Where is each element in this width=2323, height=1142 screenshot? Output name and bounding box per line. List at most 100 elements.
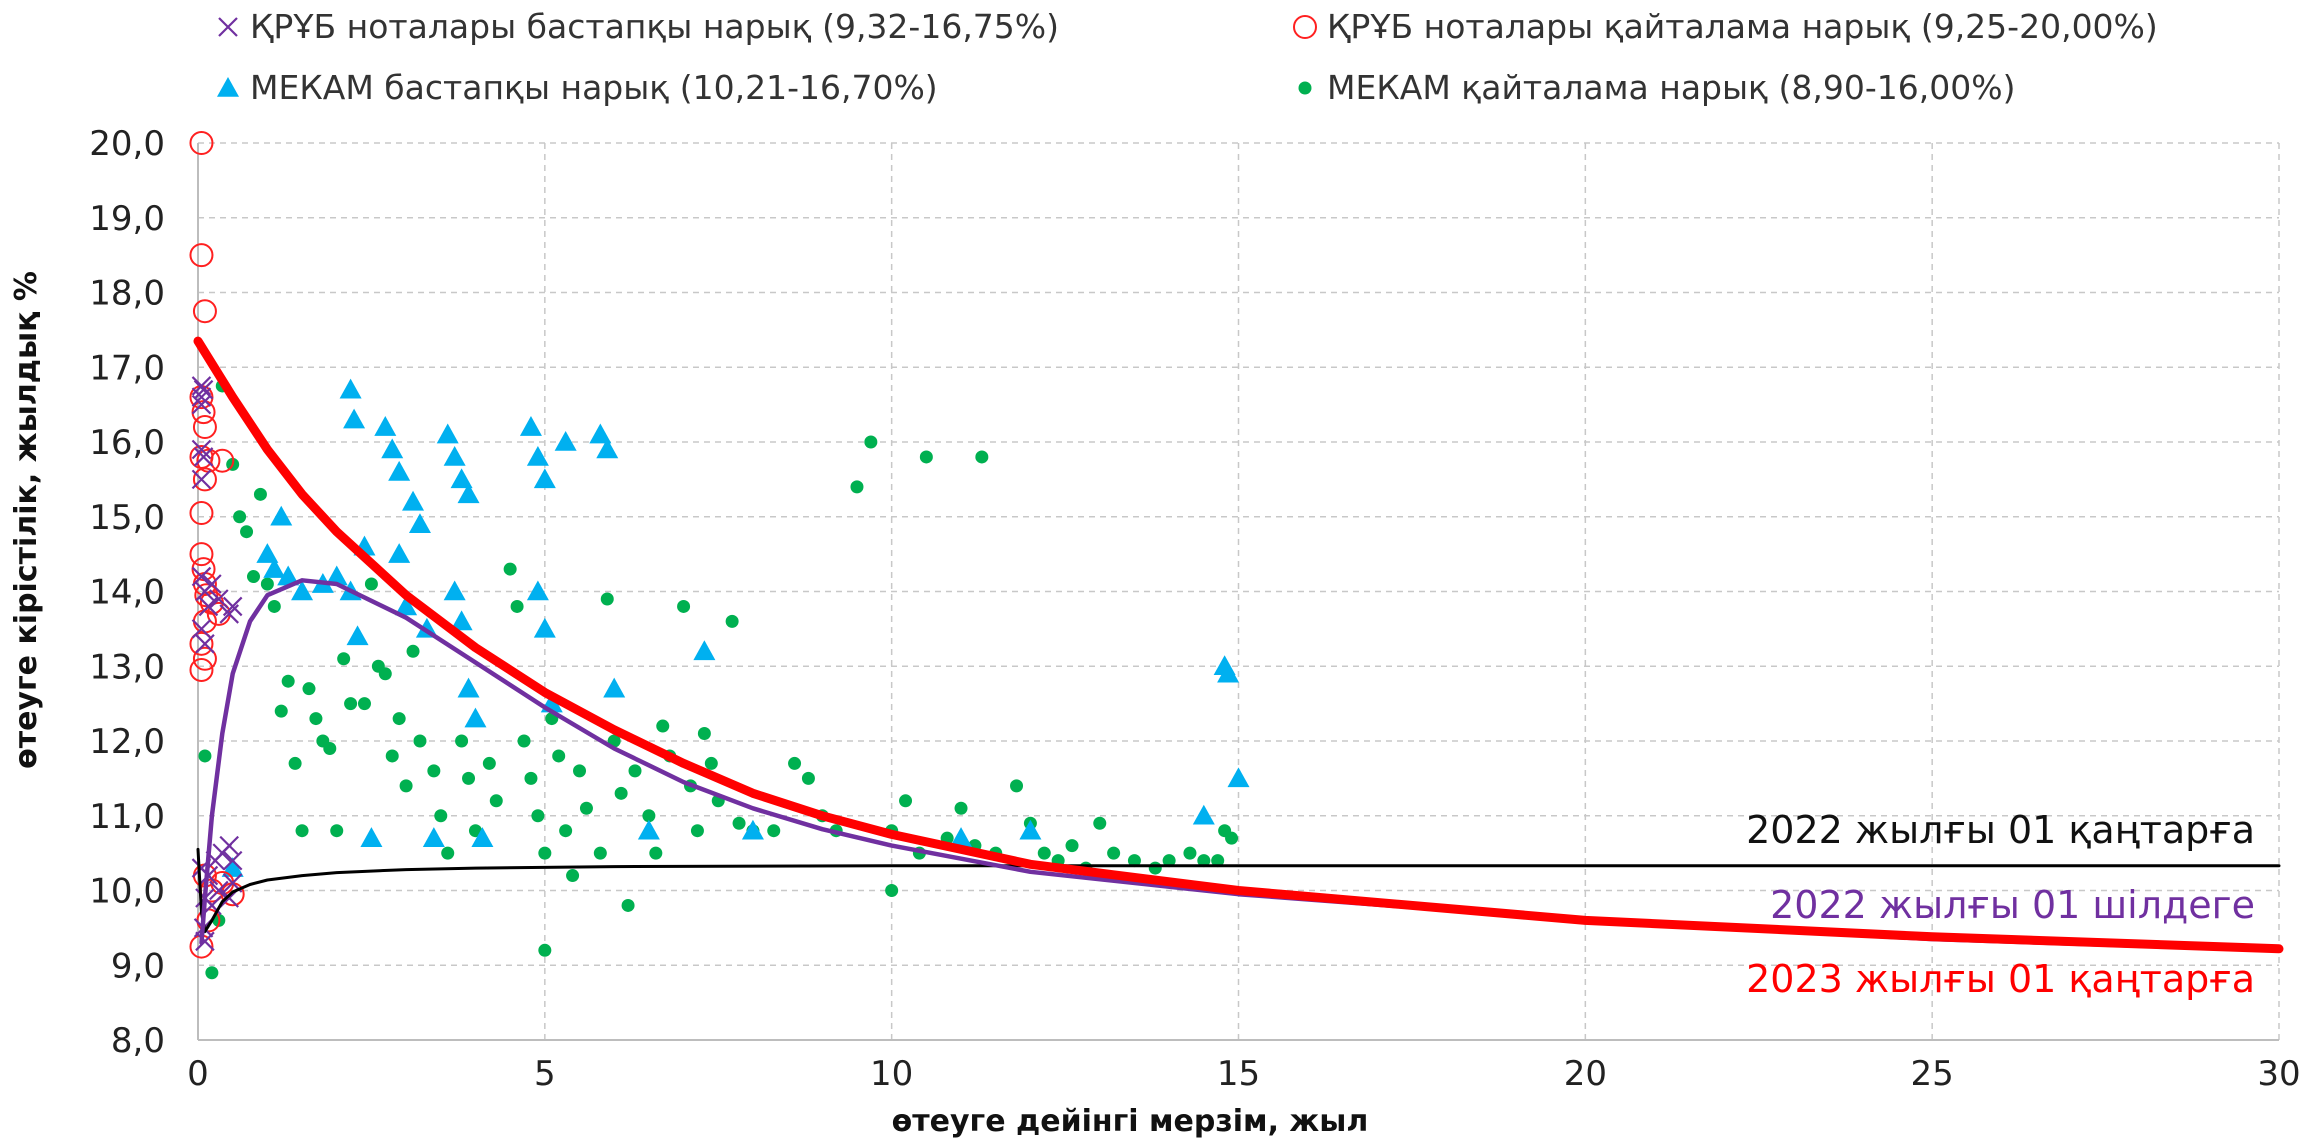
data-point bbox=[222, 850, 243, 871]
data-point bbox=[263, 558, 286, 578]
data-point bbox=[464, 707, 487, 728]
data-point bbox=[1227, 767, 1250, 788]
data-point bbox=[209, 880, 229, 901]
y-tick-label: 9,0 bbox=[111, 946, 165, 986]
x-tick-label: 30 bbox=[2257, 1054, 2300, 1094]
data-point bbox=[195, 931, 215, 952]
data-point bbox=[614, 786, 628, 800]
series-dot bbox=[198, 379, 1239, 980]
data-point bbox=[364, 577, 378, 591]
legend-label: МЕКАМ бастапқы нарық (10,21-16,70%) bbox=[250, 68, 938, 107]
data-point bbox=[343, 408, 366, 429]
data-point bbox=[189, 657, 214, 682]
data-point bbox=[1225, 831, 1239, 845]
fitted-curves bbox=[193, 336, 2284, 954]
data-point bbox=[402, 490, 425, 511]
data-point bbox=[600, 592, 614, 606]
data-point bbox=[533, 468, 556, 489]
data-point bbox=[603, 677, 626, 698]
data-point bbox=[189, 542, 214, 567]
data-point bbox=[637, 819, 660, 840]
x-tick-label: 0 bbox=[187, 1054, 209, 1094]
data-point bbox=[1217, 662, 1240, 683]
data-point bbox=[628, 764, 642, 778]
data-point bbox=[381, 438, 404, 459]
data-point bbox=[392, 712, 406, 726]
data-point bbox=[210, 448, 235, 473]
data-point bbox=[395, 595, 418, 616]
data-point bbox=[191, 394, 212, 415]
data-point bbox=[950, 827, 973, 847]
data-point bbox=[1162, 854, 1176, 868]
legend-marker bbox=[217, 77, 239, 97]
y-tick-label: 18,0 bbox=[89, 274, 165, 314]
data-point bbox=[357, 697, 371, 711]
data-point bbox=[510, 599, 524, 613]
data-point bbox=[388, 460, 411, 481]
data-point bbox=[274, 704, 288, 718]
data-point bbox=[406, 644, 420, 658]
data-point bbox=[323, 741, 337, 755]
data-point bbox=[801, 771, 815, 785]
data-point bbox=[524, 771, 538, 785]
data-point bbox=[191, 469, 212, 490]
y-axis-ticks: 8,0 9,0 10,0 11,0 12,0 13,0 14,0 15,0 16,0 17,0 18… bbox=[89, 124, 165, 1061]
legend-label: ҚРҰБ ноталары бастапқы нарық (9,32-16,75… bbox=[250, 7, 1059, 46]
data-point bbox=[219, 835, 239, 856]
data-point bbox=[222, 596, 243, 617]
legend-marker bbox=[1298, 81, 1312, 95]
data-point bbox=[209, 589, 229, 609]
data-point bbox=[538, 846, 552, 860]
data-point bbox=[1010, 779, 1024, 793]
data-point bbox=[198, 596, 219, 617]
data-points bbox=[189, 131, 1250, 980]
x-axis-ticks: 0 5 10 15 20 25 30 bbox=[187, 1054, 2300, 1094]
data-point bbox=[192, 467, 217, 492]
data-point bbox=[519, 416, 542, 436]
data-point bbox=[288, 756, 302, 770]
data-point bbox=[1107, 846, 1121, 860]
data-point bbox=[526, 445, 549, 466]
data-point bbox=[339, 378, 362, 399]
data-point bbox=[192, 415, 217, 440]
x-tick-label: 5 bbox=[534, 1054, 556, 1094]
curve-line bbox=[199, 578, 2282, 953]
y-tick-label: 19,0 bbox=[89, 199, 165, 239]
data-point bbox=[295, 824, 309, 838]
data-point bbox=[1197, 854, 1211, 868]
data-point bbox=[919, 450, 933, 464]
curve-line bbox=[193, 336, 2284, 954]
data-point bbox=[850, 480, 864, 494]
data-point bbox=[1183, 846, 1197, 860]
data-point bbox=[344, 697, 358, 711]
data-point bbox=[436, 423, 459, 444]
data-point bbox=[462, 771, 476, 785]
y-tick-label: 11,0 bbox=[89, 797, 165, 837]
data-point bbox=[346, 625, 369, 646]
data-point bbox=[450, 610, 473, 631]
data-point bbox=[378, 667, 392, 681]
legend-label: ҚРҰБ ноталары қайталама нарық (9,25-20,0… bbox=[1327, 7, 2158, 46]
data-point bbox=[434, 809, 448, 823]
data-point bbox=[325, 565, 348, 586]
curve-labels: 2022 жылғы 01 қаңтарға 2022 жылғы 01 шілд… bbox=[1746, 808, 2255, 1001]
data-point bbox=[1192, 804, 1215, 825]
data-point bbox=[899, 794, 913, 808]
legend-item: МЕКАМ қайталама нарық (8,90-16,00%) bbox=[1298, 68, 2015, 107]
data-point bbox=[337, 652, 351, 666]
data-point bbox=[864, 435, 878, 449]
data-point bbox=[457, 483, 480, 504]
data-point bbox=[191, 387, 212, 407]
legend-item: МЕКАМ бастапқы нарық (10,21-16,70%) bbox=[217, 68, 938, 107]
y-tick-label: 8,0 bbox=[111, 1021, 165, 1061]
data-point bbox=[725, 614, 739, 628]
y-tick-label: 12,0 bbox=[89, 722, 165, 762]
data-point bbox=[596, 438, 619, 459]
data-point bbox=[191, 619, 212, 639]
data-point bbox=[579, 801, 593, 815]
data-point bbox=[253, 487, 267, 501]
legend-label: МЕКАМ қайталама нарық (8,90-16,00%) bbox=[1327, 68, 2015, 107]
data-point bbox=[413, 734, 427, 748]
data-point bbox=[741, 819, 764, 840]
y-tick-label: 16,0 bbox=[89, 423, 165, 463]
